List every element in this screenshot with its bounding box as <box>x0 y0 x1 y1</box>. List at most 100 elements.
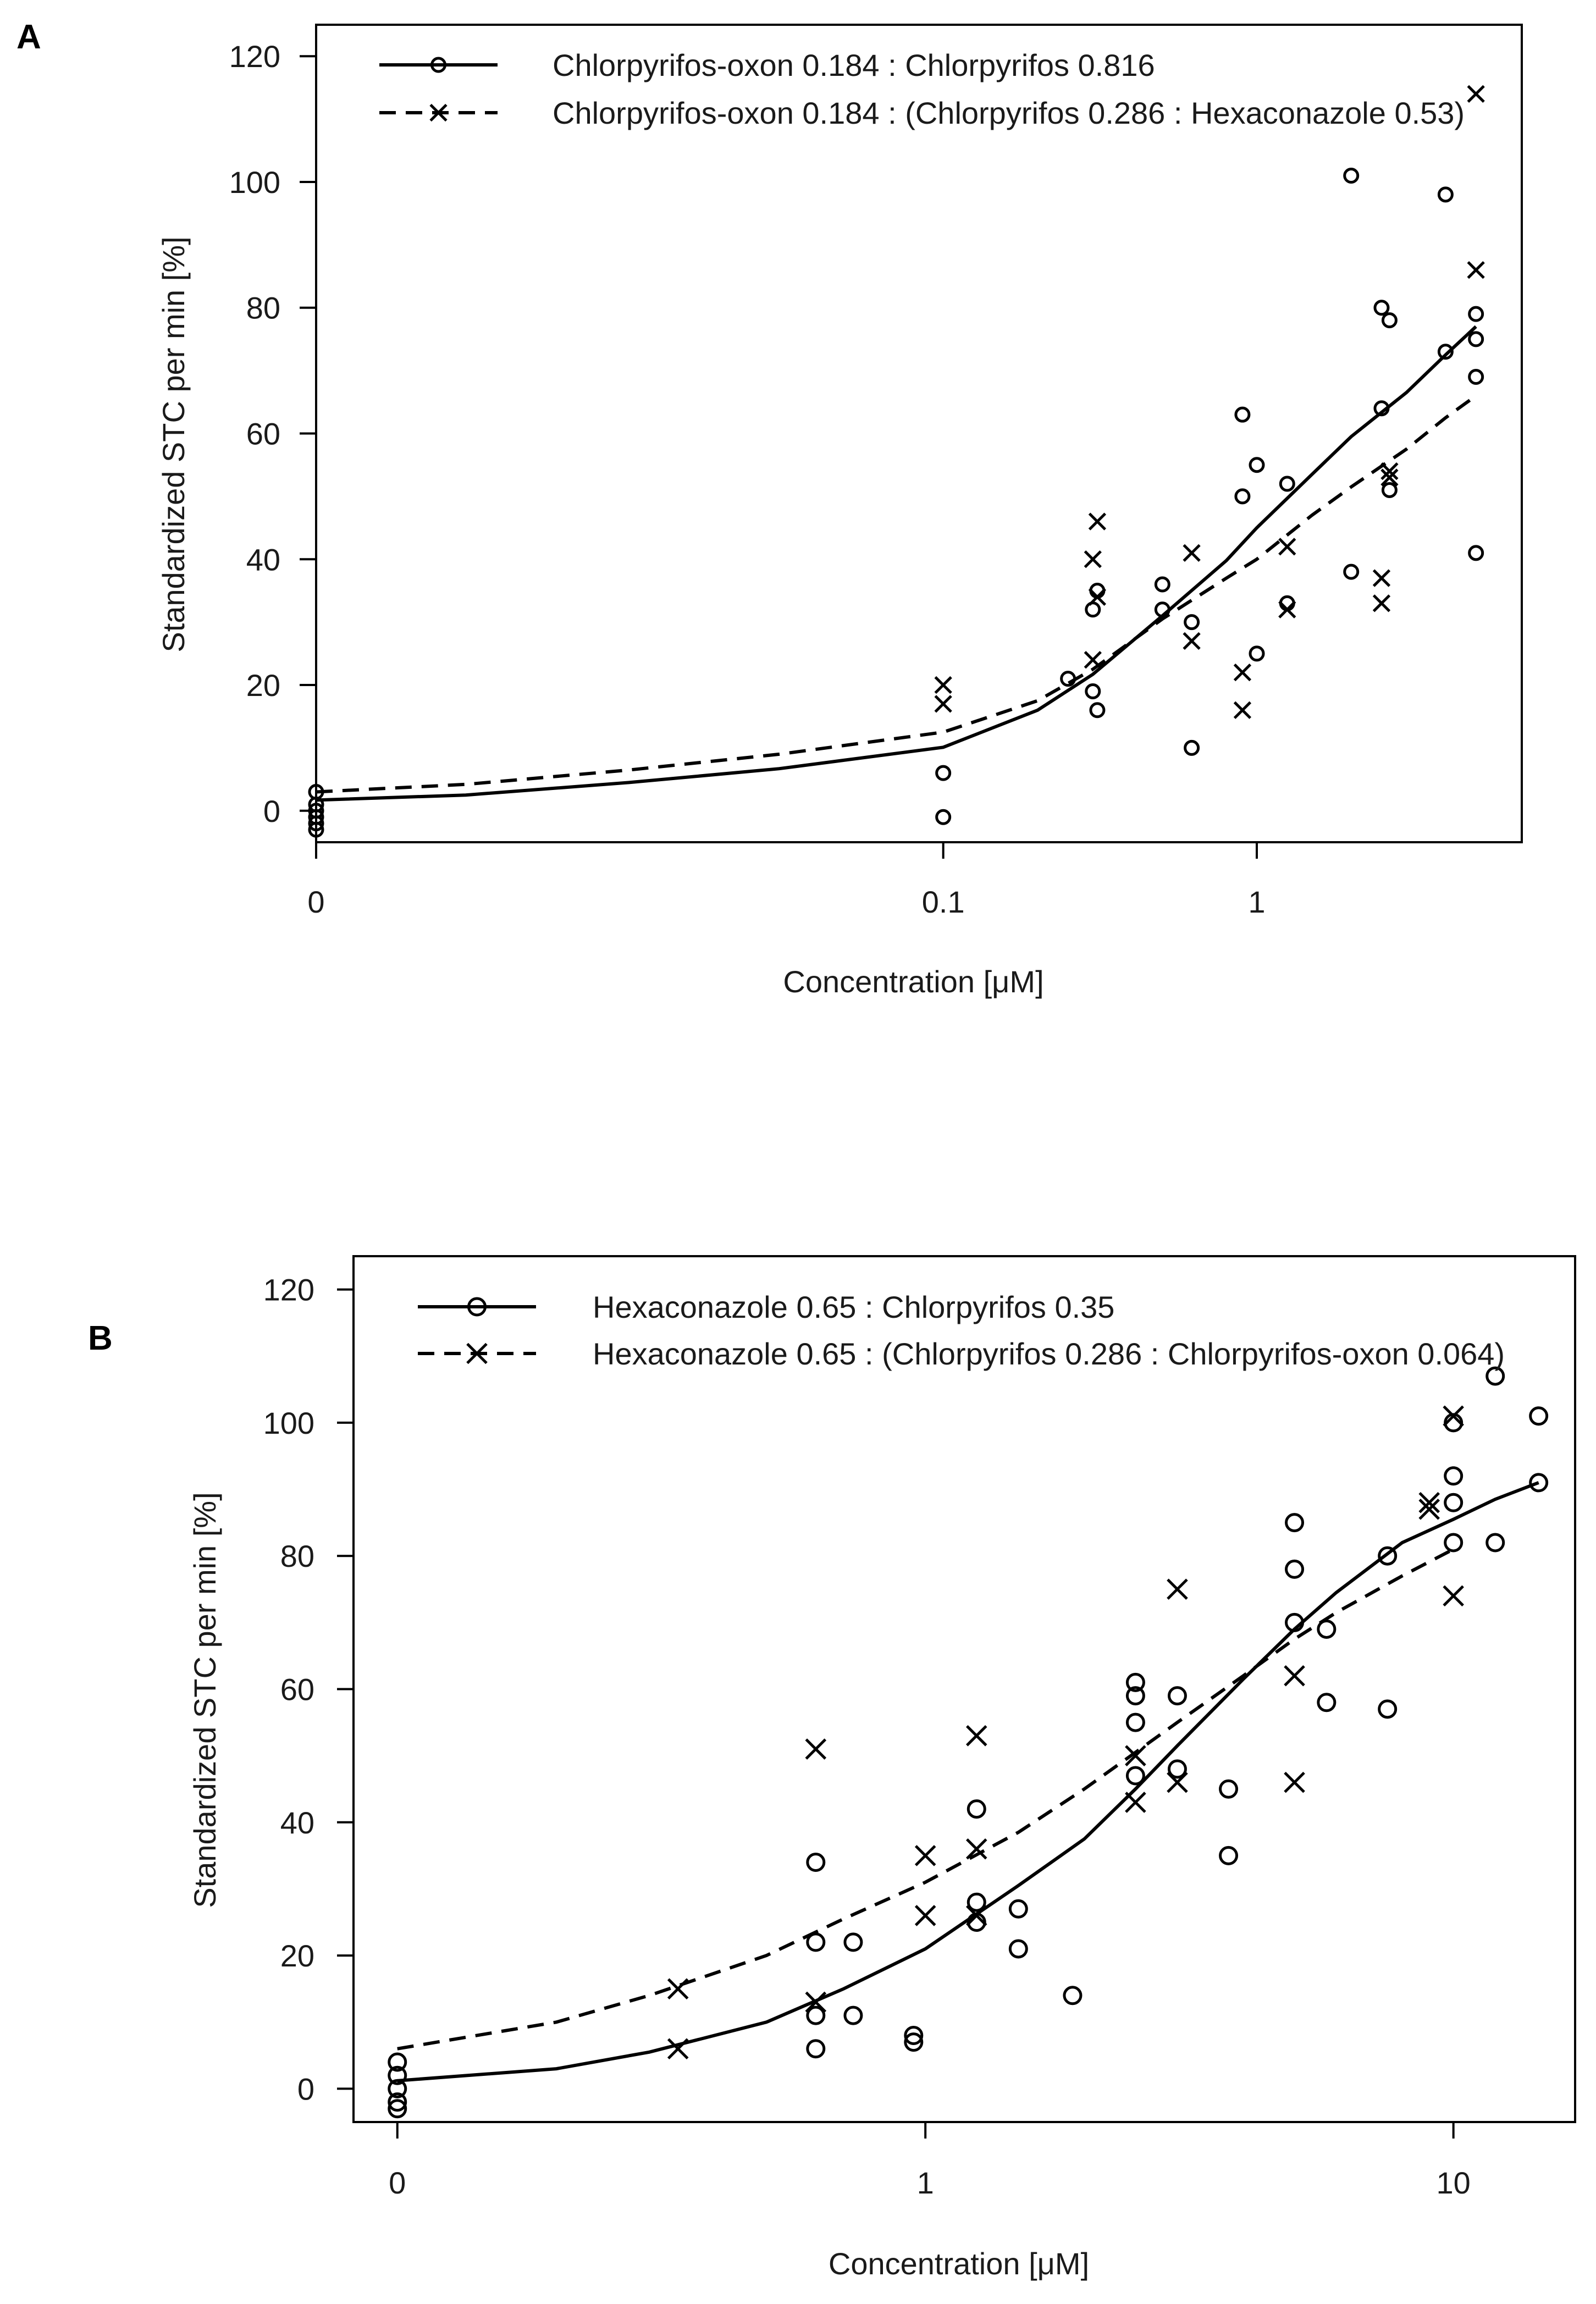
data-point-circle <box>1444 1533 1464 1552</box>
data-point-cross <box>1084 550 1102 568</box>
legend-label: Chlorpyrifos-oxon 0.184 : Chlorpyrifos 0… <box>553 48 1155 82</box>
chart-panel-a: 0 20 40 60 80 100 120 0 0.1 1 Concentration [μM] St… <box>156 24 1523 999</box>
data-point-circle <box>388 2079 407 2098</box>
x-tick-label: 10 <box>1437 2165 1471 2200</box>
data-point-circle <box>1184 739 1200 756</box>
data-point-cross <box>1167 1771 1188 1793</box>
data-point-circle <box>388 2099 407 2119</box>
data-point-cross <box>1284 1771 1305 1793</box>
data-point-circle <box>1219 1846 1239 1865</box>
data-point-circle <box>904 2032 924 2052</box>
data-point-circle <box>1008 1939 1028 1959</box>
data-point-cross <box>1284 1665 1305 1687</box>
y-tick-label: 60 <box>280 1672 314 1707</box>
data-point-circle <box>1285 1513 1305 1533</box>
data-point-cross <box>1372 569 1391 587</box>
data-point-circle <box>1381 312 1398 329</box>
fit-curve-dashed <box>316 394 1477 794</box>
data-point-cross <box>1278 600 1296 618</box>
data-point-circle <box>1444 1466 1464 1486</box>
series-b-2 <box>397 1405 1464 2060</box>
data-point-circle <box>1468 331 1484 347</box>
legend-label: Hexaconazole 0.65 : Chlorpyrifos 0.35 <box>593 1290 1114 1324</box>
data-point-circle <box>1529 1406 1549 1426</box>
data-point-circle <box>1125 1672 1145 1692</box>
fit-curve-solid <box>316 325 1477 802</box>
data-point-circle <box>1167 1759 1187 1779</box>
legend-marker-cross <box>429 103 448 122</box>
series-a-1 <box>308 168 1484 838</box>
data-point-cross <box>914 1905 936 1926</box>
data-point-circle <box>1060 671 1076 687</box>
data-point-circle <box>1125 1766 1145 1786</box>
data-point-circle <box>1285 1612 1305 1632</box>
data-point-cross <box>1467 85 1485 103</box>
y-axis-title: Standardized STC per min [%] <box>156 236 191 652</box>
data-point-circle <box>1381 482 1398 498</box>
data-point-cross <box>1278 538 1296 556</box>
data-point-circle <box>1234 488 1251 505</box>
data-point-cross <box>965 1725 987 1747</box>
data-point-cross <box>1380 468 1399 487</box>
y-tick-label: 40 <box>246 542 280 577</box>
y-tick-label: 0 <box>263 794 280 828</box>
data-point-cross <box>1443 1585 1464 1607</box>
fit-curve-solid <box>397 1481 1539 2082</box>
data-point-circle <box>1485 1533 1505 1552</box>
data-point-circle <box>843 2005 863 2025</box>
data-point-circle <box>1378 1699 1398 1719</box>
data-point-cross <box>805 1738 827 1760</box>
data-point-cross <box>1088 512 1107 531</box>
data-point-cross <box>1125 1745 1146 1766</box>
series-a-2 <box>316 85 1485 794</box>
plot-frame-a <box>315 24 1523 843</box>
y-tick-label: 80 <box>280 1539 314 1573</box>
data-point-cross <box>1418 1491 1440 1513</box>
x-tick-label: 0 <box>307 885 324 919</box>
data-point-circle <box>1154 576 1170 593</box>
data-point-circle <box>967 1799 986 1819</box>
chart-panel-b: 0 20 40 60 80 100 120 0 1 10 Concentration [μM] Sta… <box>187 1255 1576 2281</box>
data-point-circle <box>1285 1559 1305 1579</box>
data-point-cross <box>667 1978 689 1999</box>
data-point-circle <box>935 765 952 781</box>
data-point-circle <box>1184 614 1200 631</box>
data-point-circle <box>967 1892 986 1912</box>
data-point-circle <box>1234 406 1251 423</box>
y-axis-title: Standardized STC per min [%] <box>187 1492 222 1908</box>
data-point-circle <box>388 2092 407 2112</box>
data-point-cross <box>1233 664 1252 682</box>
data-point-circle <box>1343 168 1360 184</box>
x-axis-title: Concentration [μM] <box>783 964 1043 999</box>
data-point-circle <box>1444 1493 1464 1512</box>
data-point-circle <box>1373 400 1390 417</box>
legend-label: Hexaconazole 0.65 : (Chlorpyrifos 0.286 … <box>593 1336 1505 1371</box>
data-point-circle <box>1219 1779 1239 1799</box>
data-point-cross <box>1183 544 1201 562</box>
data-point-circle <box>308 821 324 838</box>
legend-marker-circle <box>467 1297 487 1317</box>
y-tick-label: 120 <box>229 39 280 74</box>
data-point-circle <box>806 2039 826 2059</box>
data-point-circle <box>1167 1686 1187 1706</box>
data-point-circle <box>1089 702 1106 719</box>
data-point-circle <box>1468 306 1484 322</box>
data-point-circle <box>1154 601 1170 618</box>
panel-label-a: A <box>16 18 41 56</box>
data-point-cross <box>1084 651 1102 669</box>
data-point-circle <box>1317 1619 1337 1639</box>
y-tick-label: 60 <box>246 417 280 451</box>
data-point-circle <box>1373 300 1390 316</box>
data-point-cross <box>1418 1499 1440 1520</box>
data-point-cross <box>1443 1405 1464 1427</box>
legend-label: Chlorpyrifos-oxon 0.184 : (Chlorpyrifos … <box>553 96 1465 130</box>
x-tick-label: 0.1 <box>922 885 965 919</box>
panel-label-b: B <box>88 1319 113 1357</box>
data-point-circle <box>1468 545 1484 561</box>
data-point-cross <box>914 1845 936 1866</box>
data-point-circle <box>1343 563 1360 580</box>
x-tick-label: 1 <box>917 2165 934 2200</box>
data-point-circle <box>806 2005 826 2025</box>
data-point-circle <box>806 1853 826 1872</box>
